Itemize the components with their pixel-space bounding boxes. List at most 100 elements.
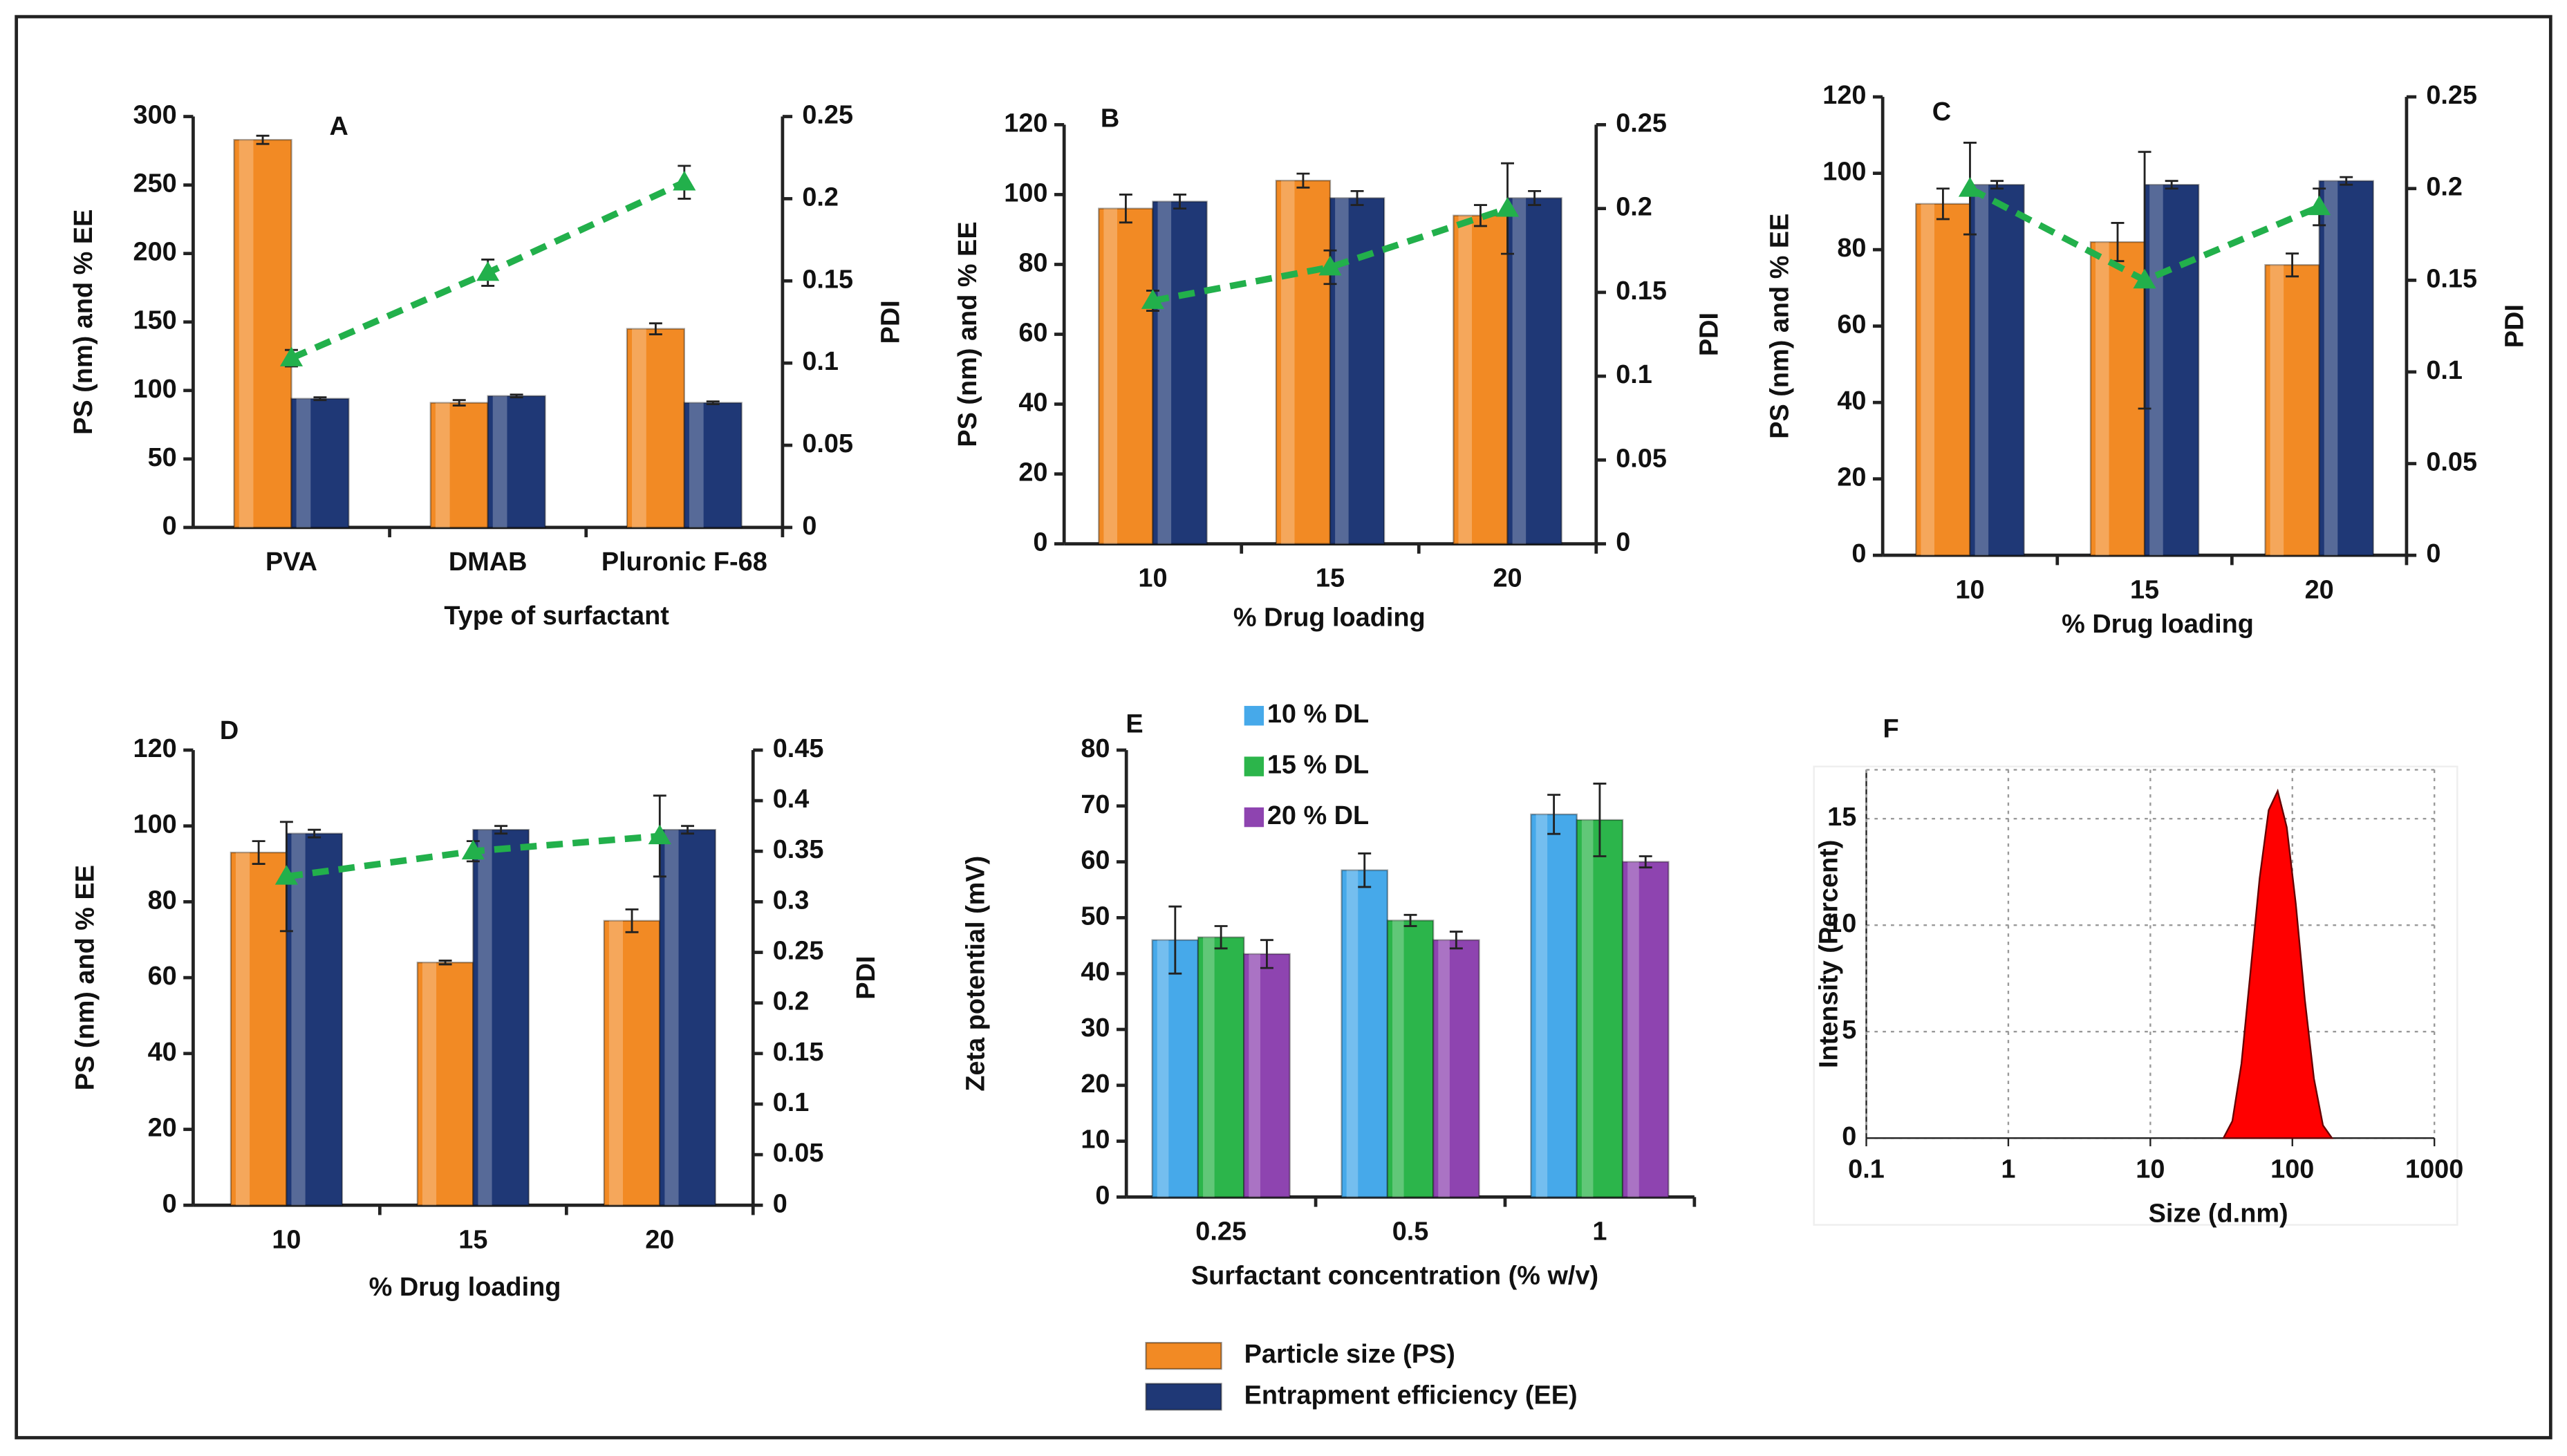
x-tick-label: 15 <box>1316 564 1345 593</box>
bar <box>1621 861 1670 1198</box>
x-tick-label: 15 <box>2130 575 2159 604</box>
pdi-marker <box>1495 197 1520 217</box>
y2-tick-label: 0.1 <box>802 347 839 376</box>
x-tick-label: 10 <box>2136 1155 2165 1184</box>
y2-tick-label: 0.15 <box>802 265 853 294</box>
legend-label: 15 % DL <box>1267 751 1369 780</box>
y-tick-label: 100 <box>133 810 177 839</box>
y2-tick-label: 0 <box>773 1189 787 1218</box>
y2-tick-label: 0 <box>2426 539 2440 568</box>
pdi-marker <box>1958 177 1982 197</box>
bar <box>1341 869 1389 1198</box>
y-tick-label: 60 <box>1018 318 1047 347</box>
pdi-marker <box>648 824 671 845</box>
pdi-marker <box>673 171 696 191</box>
panel-letter: D <box>220 716 239 745</box>
x-axis-label: % Drug loading <box>1233 604 1426 633</box>
y-tick-label: 15 <box>1827 803 1856 832</box>
pdi-marker <box>461 839 485 860</box>
bar-highlight <box>1249 953 1260 1197</box>
y2-tick-label: 0 <box>802 512 816 541</box>
bar <box>1969 184 2025 557</box>
x-tick-label: DMAB <box>449 548 528 577</box>
pdi-marker <box>2133 268 2156 289</box>
y-tick-label: 80 <box>148 886 177 915</box>
y-tick-label: 120 <box>1822 81 1866 110</box>
y-tick-label: 60 <box>1081 846 1110 875</box>
bar <box>1243 953 1291 1198</box>
bar <box>1530 813 1578 1198</box>
y2-axis-label: PDI <box>2501 304 2530 348</box>
legend-swatch <box>1244 807 1264 828</box>
y-tick-label: 50 <box>1081 902 1110 931</box>
bar <box>472 828 530 1206</box>
y-tick-label: 0 <box>1851 539 1866 568</box>
y2-tick-label: 0.15 <box>773 1038 824 1067</box>
bar <box>1151 939 1200 1198</box>
y2-tick-label: 0.3 <box>773 886 810 915</box>
pdi-marker <box>2308 195 2331 216</box>
y2-tick-label: 0.25 <box>802 101 853 130</box>
y-axis-label: PS (nm) and % EE <box>71 865 100 1090</box>
x-axis-label: % Drug loading <box>2062 610 2254 639</box>
bar-highlight <box>664 830 679 1206</box>
bar <box>1152 200 1208 545</box>
y-axis-label: PS (nm) and % EE <box>953 221 982 447</box>
pdi-marker <box>1318 255 1342 276</box>
y-tick-label: 40 <box>1018 389 1047 418</box>
bar <box>1453 214 1509 545</box>
bar <box>1098 207 1154 545</box>
y-tick-label: 40 <box>1081 958 1110 987</box>
y-tick-label: 10 <box>1081 1126 1110 1155</box>
bar-highlight <box>1535 814 1548 1197</box>
bar-highlight <box>422 962 437 1206</box>
bar-highlight <box>296 398 311 528</box>
bar-highlight <box>1280 180 1295 544</box>
bar-highlight <box>2270 265 2284 556</box>
bar-highlight <box>689 402 704 528</box>
bar-highlight <box>1512 198 1527 544</box>
y-axis-label: PS (nm) and % EE <box>69 209 98 435</box>
y-tick-label: 30 <box>1081 1014 1110 1043</box>
y2-tick-label: 0.05 <box>773 1139 824 1168</box>
y-tick-label: 0 <box>162 1189 177 1218</box>
y2-tick-label: 0.05 <box>802 429 853 458</box>
y2-tick-label: 0 <box>1616 528 1630 557</box>
bar <box>2143 184 2200 557</box>
y-tick-label: 80 <box>1018 248 1047 277</box>
bar-highlight <box>478 830 492 1206</box>
y-tick-label: 40 <box>148 1038 177 1067</box>
y-tick-label: 60 <box>1837 310 1866 339</box>
y2-tick-label: 0.25 <box>2426 81 2477 110</box>
bar-highlight <box>239 140 254 528</box>
y2-tick-label: 0.05 <box>1616 444 1667 473</box>
bar-highlight <box>2149 185 2163 556</box>
legend-label: 10 % DL <box>1267 700 1369 729</box>
y-tick-label: 70 <box>1081 790 1110 819</box>
y2-tick-label: 0.2 <box>802 183 839 212</box>
legend-swatch <box>1244 706 1264 726</box>
y-tick-label: 5 <box>1842 1016 1856 1045</box>
y2-tick-label: 0.45 <box>773 734 824 763</box>
y-tick-label: 300 <box>133 101 177 130</box>
y2-tick-label: 0.25 <box>773 937 824 966</box>
y-tick-label: 120 <box>133 734 177 763</box>
x-tick-label: 10 <box>1955 575 1984 604</box>
bar-highlight <box>435 402 450 528</box>
y2-tick-label: 0.2 <box>773 987 810 1016</box>
bar-highlight <box>1335 198 1349 544</box>
x-tick-label: PVA <box>265 548 317 577</box>
y2-tick-label: 0.05 <box>2426 448 2477 477</box>
x-tick-label: 10 <box>272 1225 301 1254</box>
y2-tick-label: 0.1 <box>1616 360 1652 389</box>
bar <box>659 828 716 1206</box>
y-tick-label: 20 <box>1018 458 1047 487</box>
y2-tick-label: 0.2 <box>2426 173 2463 202</box>
y2-axis-label: PDI <box>1695 312 1724 356</box>
pdi-marker <box>279 346 304 366</box>
bar-highlight <box>1975 185 1989 556</box>
x-axis-label: Type of surfactant <box>444 601 669 631</box>
bar <box>230 851 288 1206</box>
bar-highlight <box>1157 940 1169 1197</box>
y-tick-label: 50 <box>148 443 177 472</box>
